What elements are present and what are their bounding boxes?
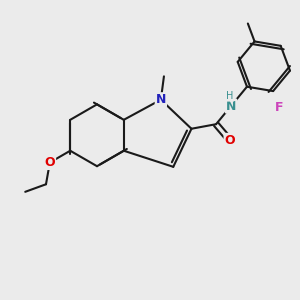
Text: O: O [44,156,55,169]
Text: H: H [226,91,234,101]
Text: O: O [224,134,235,147]
Text: N: N [226,100,236,112]
Text: N: N [156,93,166,106]
Text: F: F [275,101,284,114]
